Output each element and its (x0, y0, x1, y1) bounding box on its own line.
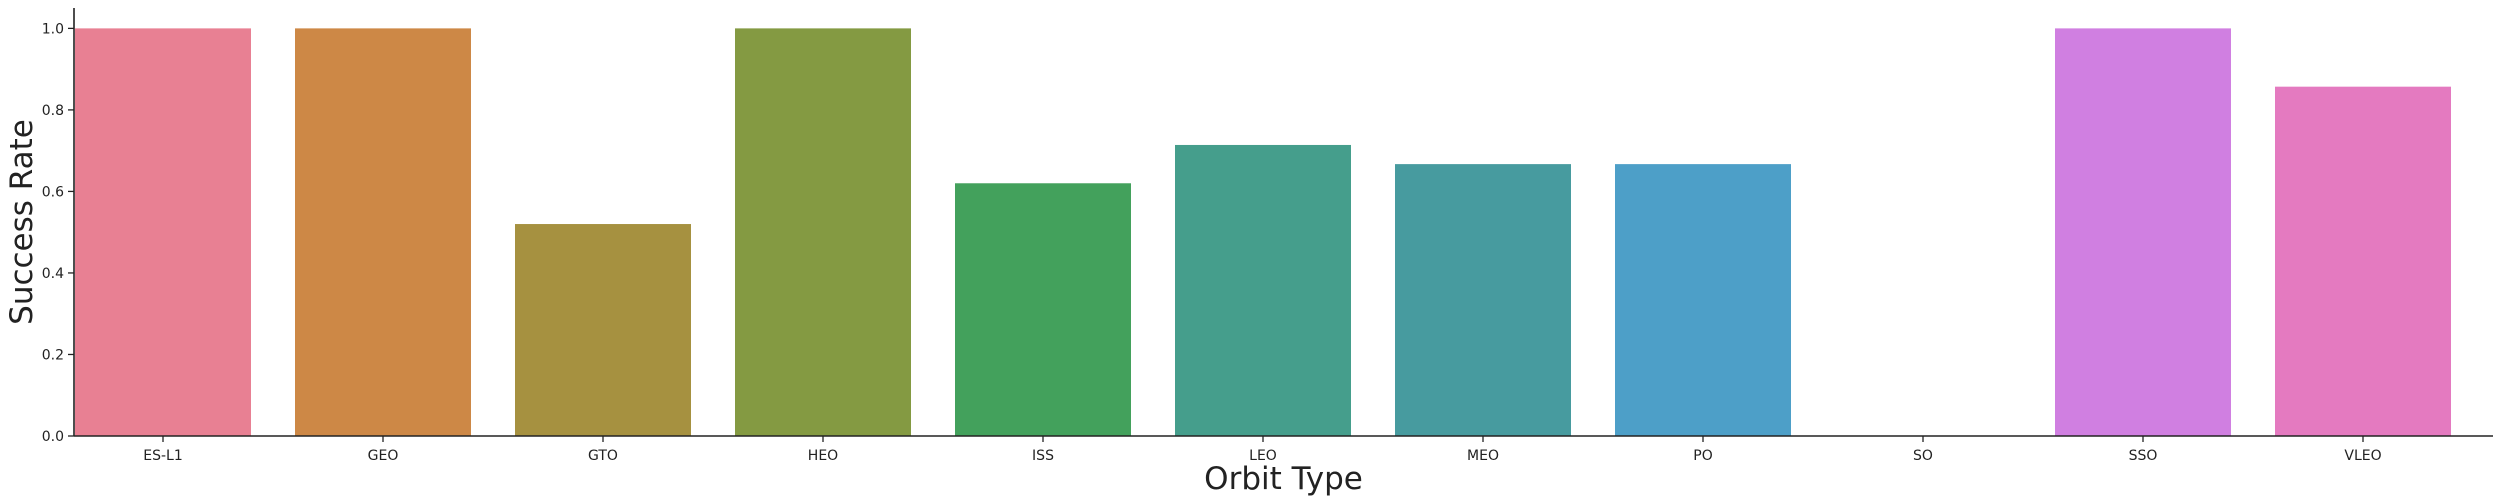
x-tick-label: PO (1693, 448, 1712, 464)
y-tick-label: 0.8 (42, 103, 64, 119)
bar-es-l1 (75, 28, 251, 437)
x-tick-label: VLEO (2344, 448, 2381, 464)
y-ticks-group: 0.0 0.2 0.4 0.6 0.8 1.0 (42, 21, 74, 445)
y-tick-label: 0.6 (42, 184, 64, 200)
x-tick-label: HEO (808, 448, 838, 464)
x-tick-label: LEO (1249, 448, 1277, 464)
x-ticks-group: ES-L1 GEO GTO HEO ISS LEO MEO PO SO SSO VLEO (143, 436, 2382, 464)
bars-group (75, 28, 2451, 437)
bar-po (1615, 164, 1791, 436)
x-tick-label: GTO (588, 448, 618, 464)
bar-iss (955, 183, 1131, 436)
bar-sso (2055, 28, 2231, 437)
x-tick-label: ISS (1032, 448, 1054, 464)
x-tick-label: MEO (1467, 448, 1499, 464)
bar-heo (735, 28, 911, 437)
x-tick-label: SSO (2129, 448, 2158, 464)
bar-gto (515, 224, 691, 436)
bar-meo (1395, 164, 1571, 436)
x-tick-label: GEO (368, 448, 399, 464)
bar-vleo (2275, 86, 2451, 437)
y-tick-label: 1.0 (42, 21, 64, 37)
y-tick-label: 0.4 (42, 266, 64, 282)
x-tick-label: SO (1913, 448, 1933, 464)
y-tick-label: 0.0 (42, 429, 64, 445)
y-axis-title: Success Rate (4, 119, 40, 325)
y-tick-label: 0.2 (42, 347, 64, 363)
bar-geo (295, 28, 471, 437)
x-tick-label: ES-L1 (143, 448, 183, 464)
x-axis-title: Orbit Type (1204, 461, 1363, 497)
bar-leo (1175, 144, 1351, 436)
